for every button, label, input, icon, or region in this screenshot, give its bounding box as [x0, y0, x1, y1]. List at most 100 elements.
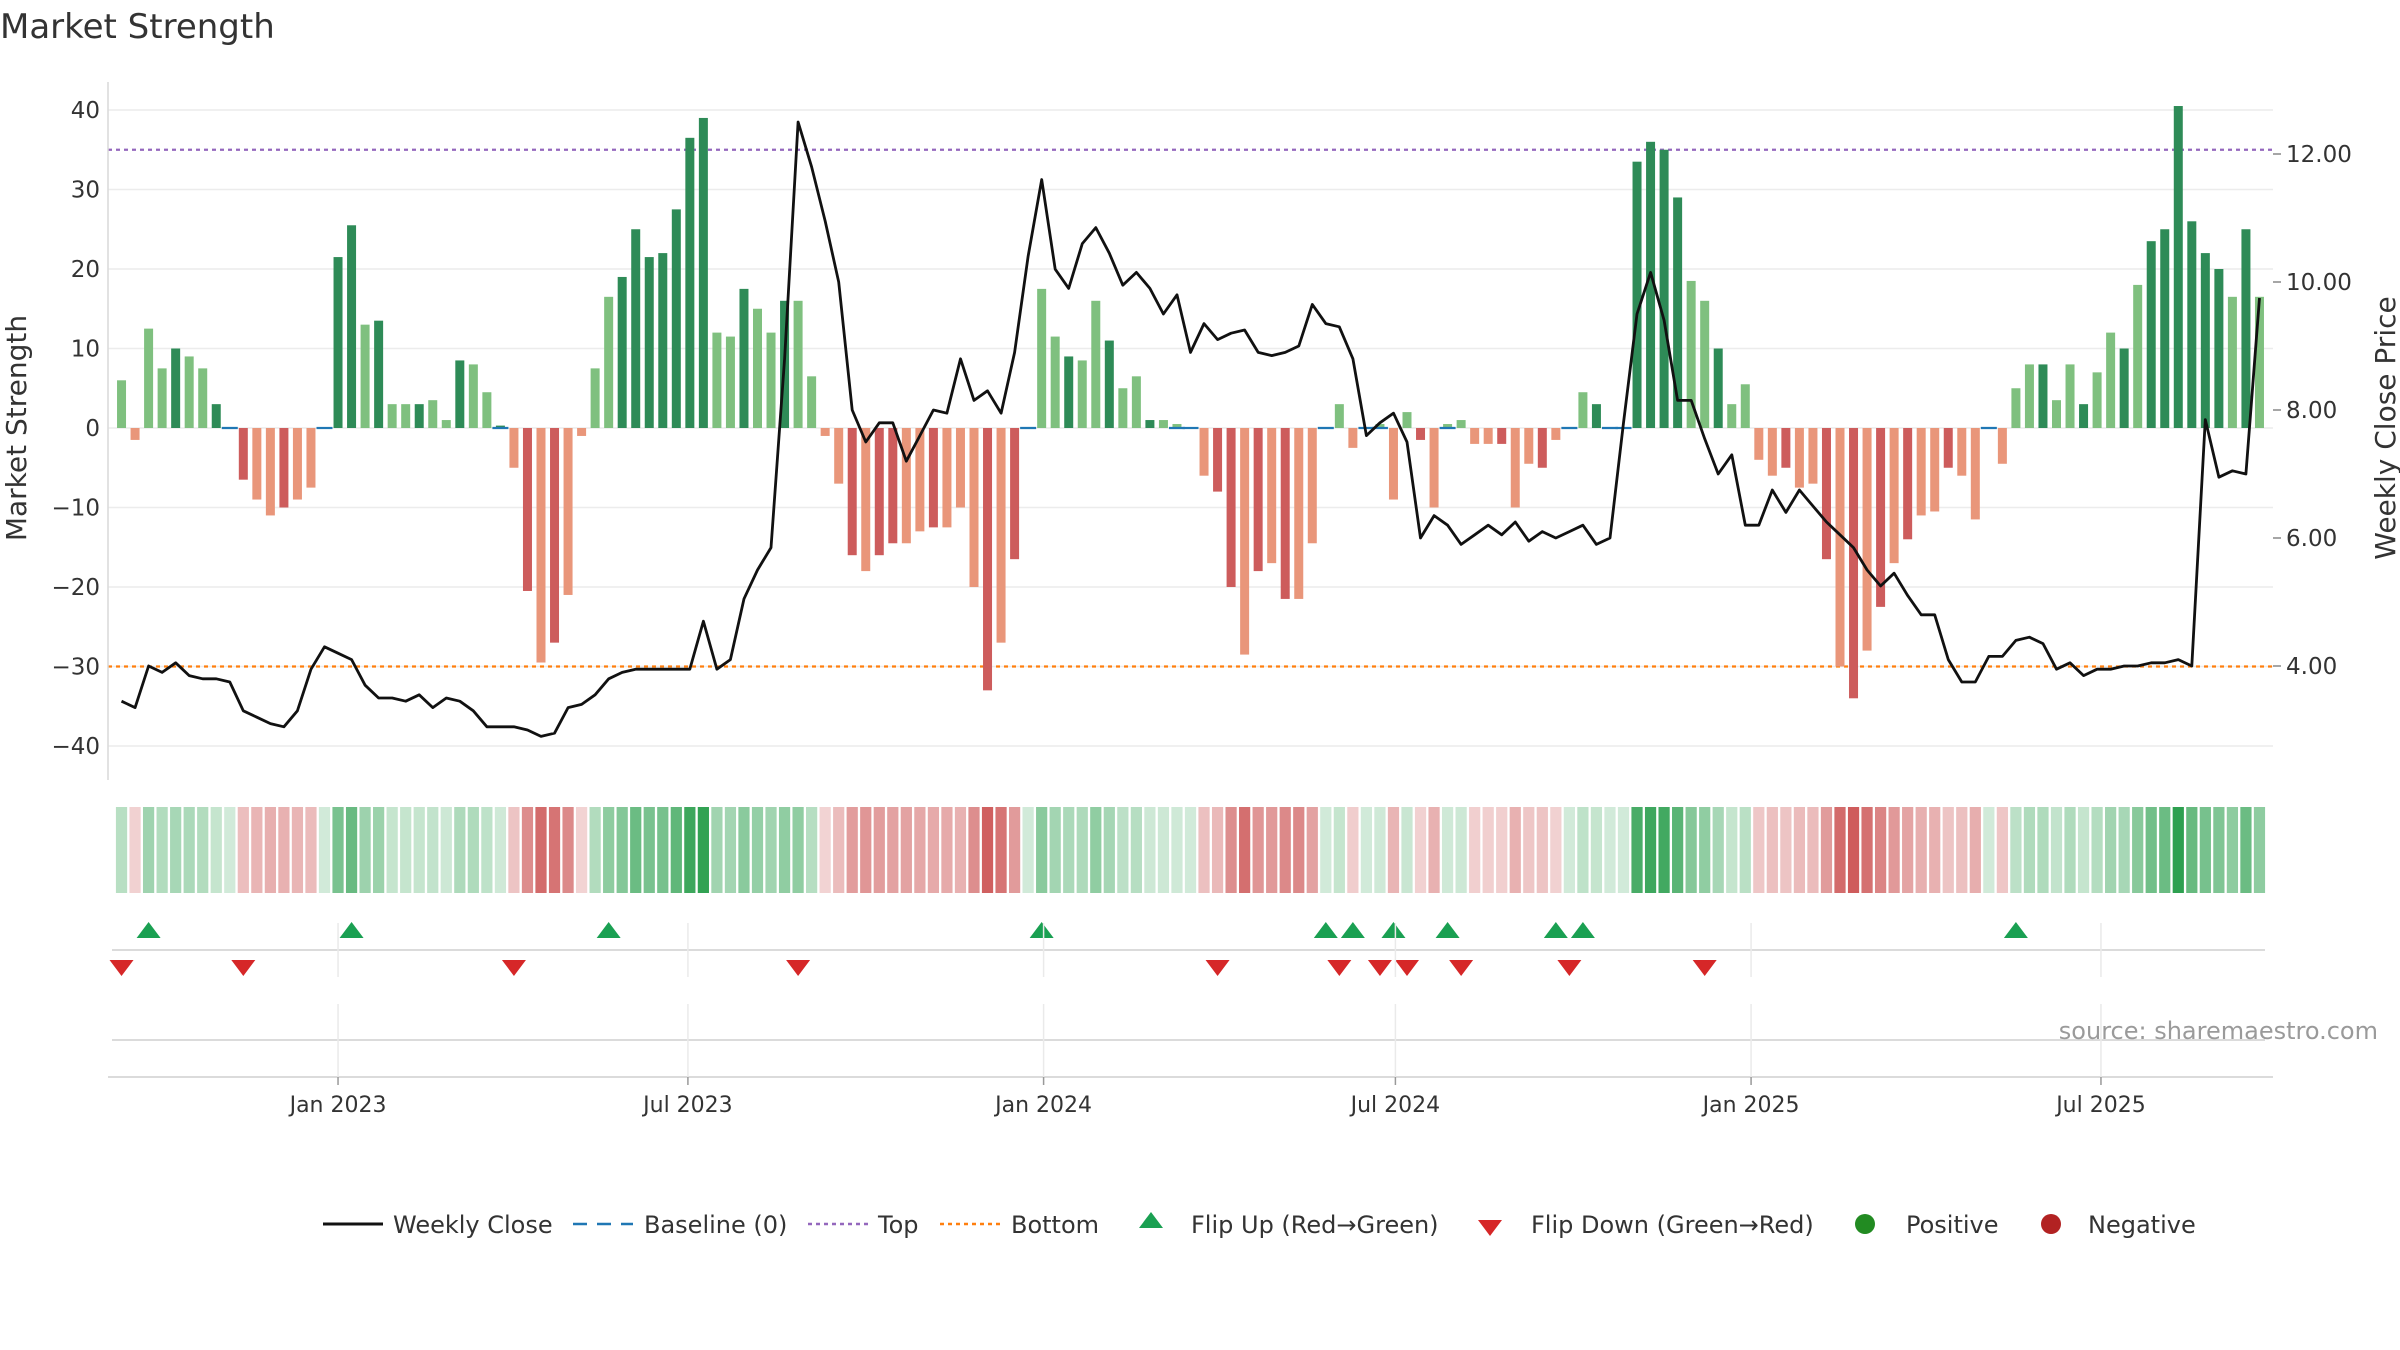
strip-cell [2105, 807, 2117, 893]
strip-cell [616, 807, 628, 893]
strength-bar [1091, 300, 1101, 428]
weekly-close-series [120, 120, 2261, 738]
strength-bar [1578, 392, 1588, 428]
strip-cell [1874, 807, 1887, 893]
strength-bar [252, 428, 262, 500]
strength-bar [117, 380, 127, 428]
strip-cell [846, 807, 858, 893]
strength-bar [1199, 428, 1209, 476]
strength-bar [482, 392, 492, 428]
strip-cell [1766, 807, 1778, 893]
strength-bar [1253, 428, 1263, 572]
strength-bar [2133, 284, 2143, 428]
strength-bar [1957, 428, 1967, 476]
strip-cell [2023, 807, 2036, 893]
strength-bar [1727, 404, 1737, 428]
strip-cell [1063, 807, 1075, 893]
strength-bar [2173, 106, 2183, 429]
strength-bar [1104, 340, 1114, 428]
strip-cell [1279, 807, 1291, 893]
strip-cell [2186, 807, 2198, 893]
strip-cell [941, 807, 953, 893]
strength-bar [238, 428, 248, 480]
strength-bar [861, 428, 871, 572]
strength-bar [1903, 428, 1913, 540]
flip-down-marker [1557, 960, 1582, 976]
strength-bar [604, 296, 614, 428]
strength-bar [1010, 428, 1020, 560]
strip-cell [2199, 807, 2211, 893]
legend-swatch [1139, 1212, 1163, 1228]
strip-cell [1699, 807, 1711, 893]
x-tick-label: Jan 2024 [993, 1093, 1092, 1118]
strip-cell [873, 807, 885, 893]
strip-cell [981, 807, 994, 893]
strip-cell [386, 807, 398, 893]
strip-cell [1915, 807, 1927, 893]
strip-cell [1198, 807, 1210, 893]
x-tick-label: Jan 2025 [1701, 1093, 1800, 1118]
strip-cell [373, 807, 385, 893]
strip-cell [2037, 807, 2049, 893]
strip-cell [1685, 807, 1697, 893]
flip-up-marker [1340, 922, 1365, 938]
x-tick-label: Jul 2023 [641, 1093, 733, 1118]
strength-bar [1429, 428, 1439, 508]
strength-bar [644, 257, 654, 428]
strength-bar [1064, 356, 1074, 428]
strength-bar [698, 117, 708, 428]
flip-up-marker [1029, 922, 1054, 938]
flip-down-marker [109, 960, 134, 976]
strength-bar [2227, 296, 2237, 428]
strip-cell [454, 807, 466, 893]
strip-cell [1861, 807, 1873, 893]
strength-bar [1849, 428, 1859, 699]
strip-cell [1726, 807, 1738, 893]
strip-cell [1239, 807, 1251, 893]
strength-bar [1713, 348, 1723, 428]
strip-cell [440, 807, 452, 893]
left-tick-label: −30 [51, 655, 100, 681]
strength-bar [2254, 296, 2264, 428]
strength-bar [401, 404, 411, 428]
strength-bar [1456, 420, 1466, 428]
strength-bar [495, 425, 505, 428]
strength-bar [333, 257, 343, 428]
strip-cell [1577, 807, 1589, 893]
strength-bar [1551, 428, 1561, 440]
strip-cell [115, 807, 128, 893]
strip-cell [413, 807, 425, 893]
strength-bar [1510, 428, 1520, 508]
strength-bar [685, 137, 695, 428]
strength-bar [1794, 428, 1804, 488]
left-tick-label: −40 [51, 734, 100, 760]
strength-bar [1213, 428, 1223, 492]
strip-cell [2050, 807, 2063, 893]
strip-cell [1130, 807, 1142, 893]
strength-bar [1402, 412, 1412, 428]
strength-bar [1497, 428, 1507, 444]
strip-cell [1347, 807, 1359, 893]
strength-bar [171, 348, 181, 428]
y-axes: 40 30 20 10 0 −10 −20 −30 −40 12.00 10.00 8.00 6.00 4… [51, 82, 2352, 780]
strength-bar [1686, 280, 1696, 428]
strip-cell [1401, 807, 1413, 893]
strip-cell [521, 807, 534, 893]
strength-bar [969, 428, 979, 587]
strip-cell [778, 807, 791, 893]
strip-cell [1090, 807, 1102, 893]
right-tick-label: 8.00 [2286, 398, 2337, 424]
strength-bar [1876, 428, 1886, 607]
strength-bar [1835, 428, 1845, 667]
strip-cell [224, 807, 236, 893]
strip-cell [1983, 807, 1995, 893]
strength-bar [563, 428, 573, 595]
strip-cell [1793, 807, 1806, 893]
strip-cell [1266, 807, 1278, 893]
strength-bar [1524, 428, 1534, 464]
legend-item-negative: Negative [2041, 1211, 2196, 1239]
strip-cell [1929, 807, 1941, 893]
strength-bar [739, 288, 749, 428]
strip-cell [2240, 807, 2252, 893]
strip-cell [765, 807, 777, 893]
